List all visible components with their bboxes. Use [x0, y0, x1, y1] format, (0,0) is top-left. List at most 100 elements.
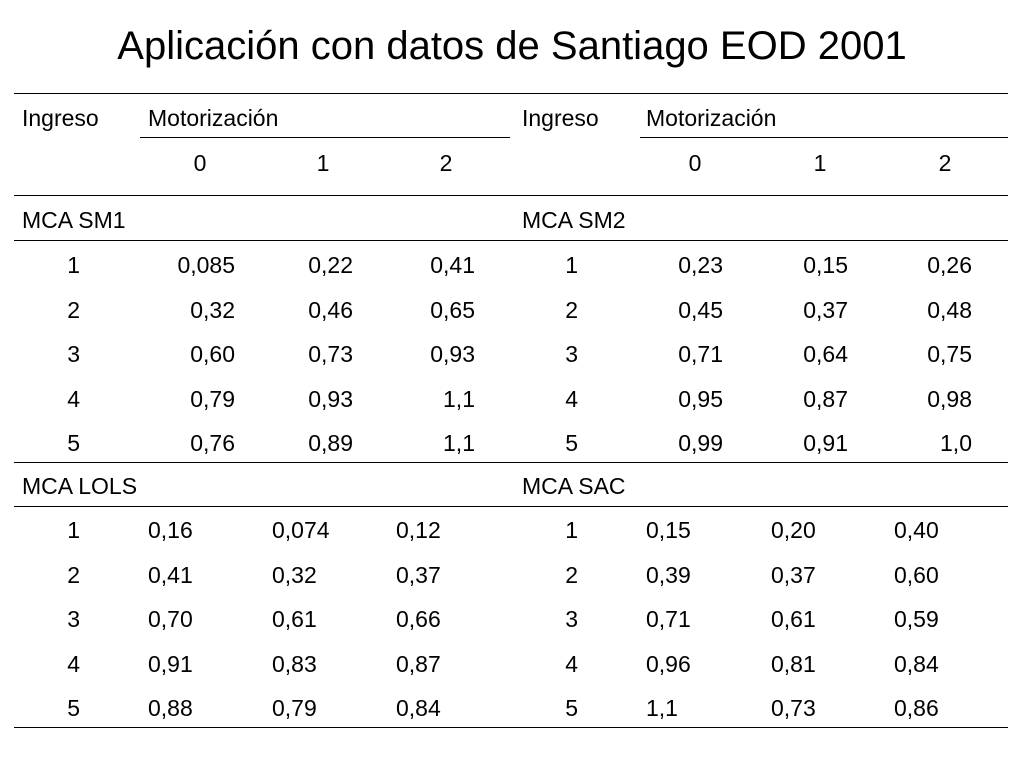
page-title: Aplicación con datos de Santiago EOD 200… — [117, 24, 907, 68]
header-motorizacion-right: Motorización — [646, 105, 777, 131]
table-cell-value: 0,91 — [148, 650, 193, 677]
table-cell-value: 0,64 — [803, 341, 848, 367]
header-level-right-1: 1 — [813, 150, 827, 176]
table-cell-value: 0,76 — [190, 430, 235, 456]
table-cell-value: 0,79 — [190, 385, 235, 412]
motorizacion-rule-right — [640, 137, 1008, 138]
table-row-ingreso: 2 — [565, 561, 578, 588]
table-cell-value: 0,22 — [308, 252, 353, 278]
section-2-label-rule — [14, 506, 1008, 507]
table-row-ingreso: 4 — [67, 650, 80, 677]
table-row-ingreso: 1 — [67, 252, 80, 278]
table-row-ingreso: 1 — [565, 252, 578, 278]
table-cell-value: 0,93 — [430, 341, 475, 367]
header-bottom-rule — [14, 195, 1008, 196]
header-ingreso-left: Ingreso — [22, 105, 99, 131]
table-row-ingreso: 3 — [565, 606, 578, 632]
table-row-ingreso: 4 — [565, 650, 578, 677]
header-motorizacion-left: Motorización — [148, 105, 279, 131]
table-cell-value: 0,66 — [396, 606, 441, 632]
table-cell-value: 0,86 — [894, 695, 939, 721]
table-cell-value: 0,16 — [148, 517, 193, 543]
table-cell-value: 0,15 — [646, 517, 691, 543]
table-cell-value: 0,37 — [771, 561, 816, 588]
header-level-left-0: 0 — [193, 150, 207, 176]
table-cell-value: 1,1 — [646, 695, 678, 721]
table-cell-value: 0,32 — [190, 296, 235, 323]
table-row-ingreso: 3 — [67, 606, 80, 632]
table-row-ingreso: 4 — [565, 385, 578, 412]
table-cell-value: 0,20 — [771, 517, 816, 543]
table-cell-value: 0,99 — [678, 430, 723, 456]
table-cell-value: 0,81 — [771, 650, 816, 677]
table-row-ingreso: 5 — [565, 430, 578, 456]
header-level-right-2: 2 — [938, 150, 952, 176]
header-level-left-2: 2 — [439, 150, 453, 176]
table-cell-value: 0,39 — [646, 561, 691, 588]
table-cell-value: 0,40 — [894, 517, 939, 543]
table-cell-value: 0,65 — [430, 296, 475, 323]
table-cell-value: 0,37 — [396, 561, 441, 588]
table-row-ingreso: 1 — [67, 517, 80, 543]
table-cell-value: 0,84 — [894, 650, 939, 677]
table-cell-value: 0,59 — [894, 606, 939, 632]
table-cell-value: 0,46 — [308, 296, 353, 323]
table-cell-value: 0,79 — [272, 695, 317, 721]
table-cell-value: 0,32 — [272, 561, 317, 588]
table-cell-value: 0,89 — [308, 430, 353, 456]
table-row-ingreso: 3 — [67, 341, 80, 367]
table-cell-value: 0,71 — [646, 606, 691, 632]
section-label-left: MCA LOLS — [22, 473, 138, 499]
table-cell-value: 0,48 — [927, 296, 972, 323]
table-row-ingreso: 5 — [67, 695, 80, 721]
table-cell-value: 1,1 — [443, 385, 475, 412]
table-cell-value: 0,37 — [803, 296, 848, 323]
table-cell-value: 0,60 — [894, 561, 939, 588]
table-cell-value: 0,45 — [678, 296, 723, 323]
header-level-right-0: 0 — [688, 150, 702, 176]
table-cell-value: 0,71 — [678, 341, 723, 367]
table-cell-value: 0,87 — [396, 650, 441, 677]
table-cell-value: 0,84 — [396, 695, 441, 721]
table-cell-value: 0,23 — [678, 252, 723, 278]
section-label-right: MCA SAC — [522, 473, 626, 499]
table-cell-value: 0,93 — [308, 385, 353, 412]
table-cell-value: 0,61 — [771, 606, 816, 632]
section-2-top-rule — [14, 462, 1008, 463]
table-row-ingreso: 5 — [67, 430, 80, 456]
table-row-ingreso: 1 — [565, 517, 578, 543]
section-label-left: MCA SM1 — [22, 207, 126, 233]
table-cell-value: 0,88 — [148, 695, 193, 721]
table-cell-value: 0,75 — [927, 341, 972, 367]
table-row-ingreso: 3 — [565, 341, 578, 367]
table-cell-value: 0,87 — [803, 385, 848, 412]
table-row-ingreso: 2 — [67, 561, 80, 588]
table-cell-value: 0,41 — [148, 561, 193, 588]
motorizacion-rule-left — [140, 137, 510, 138]
table-cell-value: 0,074 — [272, 517, 330, 543]
header-level-left-1: 1 — [316, 150, 330, 176]
table-cell-value: 0,73 — [308, 341, 353, 367]
table-cell-value: 0,95 — [678, 385, 723, 412]
table-cell-value: 0,41 — [430, 252, 475, 278]
table-cell-value: 0,60 — [190, 341, 235, 367]
table-cell-value: 0,96 — [646, 650, 691, 677]
table-row-ingreso: 2 — [67, 296, 80, 323]
table-row-ingreso: 4 — [67, 385, 80, 412]
table-row-ingreso: 5 — [565, 695, 578, 721]
table-cell-value: 0,12 — [396, 517, 441, 543]
header-ingreso-right: Ingreso — [522, 105, 599, 131]
section-1-label-rule — [14, 240, 1008, 241]
table-cell-value: 1,1 — [443, 430, 475, 456]
table-cell-value: 0,085 — [177, 252, 235, 278]
table-cell-value: 0,98 — [927, 385, 972, 412]
table-top-rule — [14, 93, 1008, 94]
table-cell-value: 0,91 — [803, 430, 848, 456]
table-cell-value: 0,70 — [148, 606, 193, 632]
table-cell-value: 0,15 — [803, 252, 848, 278]
section-label-right: MCA SM2 — [522, 207, 626, 233]
table-cell-value: 0,83 — [272, 650, 317, 677]
table-row-ingreso: 2 — [565, 296, 578, 323]
table-cell-value: 1,0 — [940, 430, 972, 456]
table-cell-value: 0,73 — [771, 695, 816, 721]
